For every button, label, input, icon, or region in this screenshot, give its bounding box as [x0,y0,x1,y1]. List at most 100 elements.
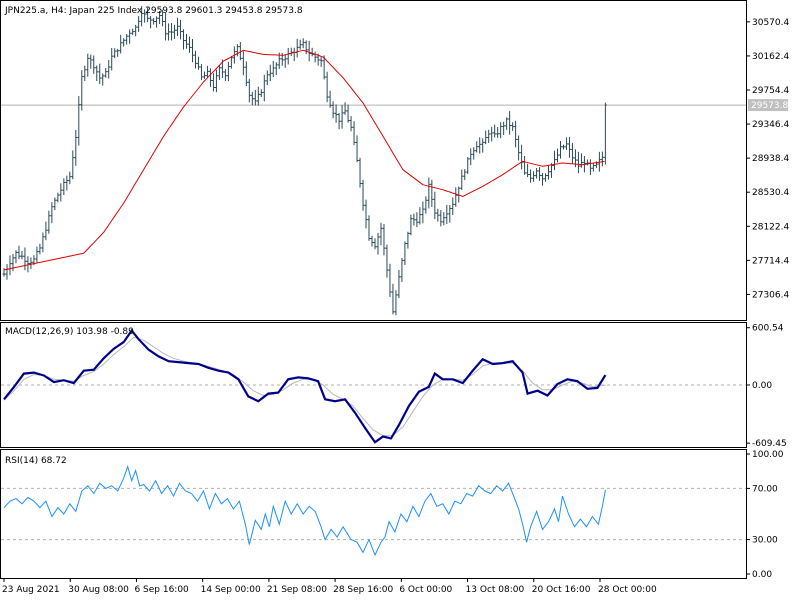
price-bar [101,73,105,86]
price-bar [283,54,287,68]
price-bar [460,169,464,190]
macd-axis-label: 600.54 [752,324,784,334]
price-bar [517,135,521,161]
price-bar [196,56,200,70]
price-bar [502,121,506,136]
price-bars [2,6,607,316]
price-bar [421,201,425,224]
price-bar [346,104,350,123]
price-bar [107,60,111,79]
price-bar [202,71,206,79]
price-bar [298,39,302,50]
time-axis-label: 21 Sep 08:00 [267,585,327,595]
price-bar [89,54,93,69]
price-bar [185,33,189,49]
price-bar [550,163,554,178]
price-bar [514,120,518,148]
price-bar [137,16,141,32]
price-bar [274,62,278,76]
price-bar [125,33,129,45]
price-bar [14,250,18,264]
price-bar [307,40,311,62]
price-bar [23,247,27,271]
price-bar [256,86,260,106]
price-bar [199,64,203,81]
price-bar [319,56,323,67]
price-bar [110,47,114,71]
price-bar [119,34,123,54]
price-bar [445,204,449,225]
price-bar [424,196,428,214]
price-bar [355,135,359,163]
price-bar [490,126,494,142]
price-bar [146,7,150,22]
price-bar [38,243,42,255]
price-axis-label: 28122.4 [752,222,789,232]
price-bar [304,40,308,55]
price-bar [250,91,254,106]
time-axis-label: 13 Oct 08:00 [466,585,525,595]
price-bar [158,10,162,24]
price-bar [442,212,446,226]
price-axis-label: 28530.4 [752,188,789,198]
price-bar [235,44,239,57]
price-bar [259,89,263,98]
time-axis-label: 6 Sep 16:00 [134,585,189,595]
price-bar [496,126,500,138]
price-bar [35,246,39,263]
price-bar [71,150,75,180]
rsi-pane-title: RSI(14) 68.72 [5,456,67,466]
price-axis-label: 27714.4 [752,256,789,266]
price-bar [92,55,96,74]
price-bar [176,17,180,36]
macd-axis-label: -609.45 [752,439,787,449]
price-bar [134,24,138,37]
price-bar [187,36,191,53]
price-bar [370,235,374,247]
price-bar [553,150,557,171]
price-pane[interactable]: JPN225.a, H4: Japan 225 Index 29593.8 29… [0,0,790,321]
price-bar [68,171,72,185]
price-bar [334,104,338,123]
price-bar [427,177,431,209]
price-bar [412,213,416,226]
price-bar [149,16,153,29]
price-bar [244,61,248,87]
time-axis-label: 14 Sep 00:00 [201,585,261,595]
price-bar [576,151,580,174]
rsi-line [3,464,606,557]
price-bar [382,223,386,256]
price-bar [128,29,132,44]
price-bar [600,151,604,167]
price-bar [505,117,509,130]
price-axis-label: 30570.4 [752,18,789,28]
time-axis: 23 Aug 2021 30 Aug 08:00 6 Sep 16:00 14 Sep… [2,578,657,595]
price-bar [122,38,126,47]
price-bar [541,173,545,186]
macd-pane[interactable]: MACD(12,26,9) 103.98 -0.89 600.54 0.00 -60… [0,322,787,450]
price-bar [591,163,595,172]
time-axis-label: 6 Oct 00:00 [399,585,452,595]
price-bar [226,61,230,82]
price-bar [241,51,245,76]
rsi-axis-label: 0.00 [752,570,772,580]
price-bar [547,165,551,180]
price-bar [50,202,54,224]
price-bar [603,102,607,165]
time-axis-label: 28 Oct 00:00 [598,585,657,595]
price-bar [556,148,559,163]
price-bar [511,122,515,131]
price-bar [253,89,257,106]
price-bar [26,256,30,273]
price-bar [567,136,571,158]
price-bar [268,64,272,82]
price-bar [454,187,458,207]
price-bar [211,73,215,92]
price-bar [532,171,536,182]
rsi-pane[interactable]: RSI(14) 68.72 100.00 70.00 30.00 0.00 [0,449,784,581]
price-bar [140,6,144,27]
price-bar [29,257,33,270]
price-bar [20,250,24,260]
price-bar [113,48,117,59]
